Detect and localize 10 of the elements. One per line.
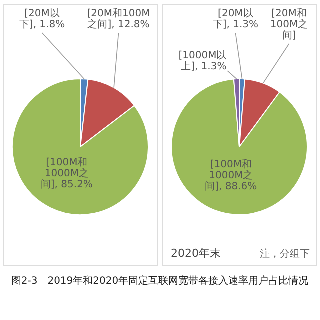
- slice-label: [20M和100M之间]: [270, 8, 308, 42]
- caption: 图2-3 2019年和2020年固定互联网宽带各接入速率用户占比情况: [10, 274, 310, 288]
- slice-label: [20M和100M之间], 12.8%: [87, 8, 150, 31]
- slice-label: [1000M以上], 1.3%: [178, 50, 227, 73]
- slice-label: [100M和1000M之间], 88.6%: [205, 158, 258, 193]
- text: 2020年末: [171, 246, 221, 261]
- slice-label: [20M以下], 1.3%: [212, 8, 259, 31]
- text: 注，分组下: [260, 248, 310, 261]
- slice-label: [20M以下], 1.8%: [19, 8, 66, 31]
- slice-label: [100M和1000M之间], 85.2%: [40, 156, 93, 191]
